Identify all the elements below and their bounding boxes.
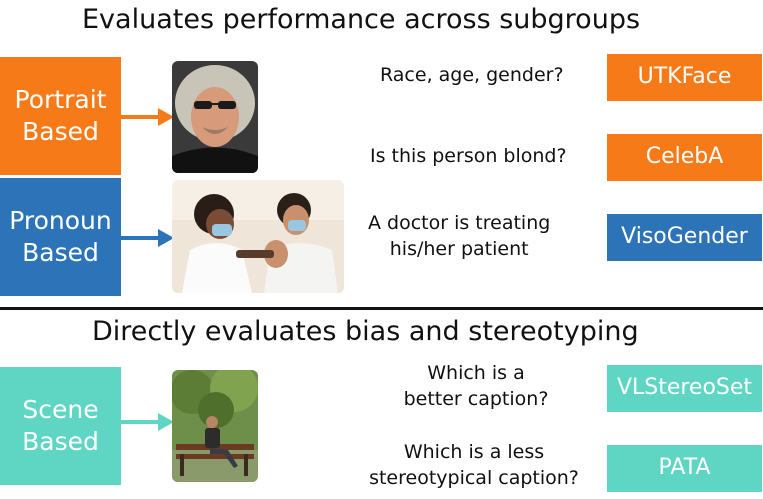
question-race-age-gender: Race, age, gender?: [380, 64, 564, 86]
dataset-pata: PATA: [607, 445, 762, 492]
portrait-photo: [172, 61, 258, 173]
dataset-celeba: CelebA: [607, 134, 762, 181]
category-portrait-based: Portrait Based: [0, 57, 121, 175]
category-portrait-line2: Based: [22, 117, 99, 146]
arrow-pronoun: [120, 229, 174, 247]
question-doctor-line2: his/her patient: [389, 237, 529, 260]
question-better-caption-line1: Which is a: [427, 362, 525, 384]
dataset-utkface: UTKFace: [607, 54, 762, 101]
dataset-visogender: VisoGender: [607, 214, 762, 261]
question-stereotypical-caption: Which is a less stereotypical caption?: [350, 440, 598, 491]
doctor-patient-photo: [172, 180, 344, 293]
category-pronoun-line1: Pronoun: [9, 205, 112, 235]
category-scene-based: Scene Based: [0, 367, 121, 485]
category-scene-line2: Based: [22, 427, 99, 456]
question-better-caption: Which is a better caption?: [386, 361, 566, 412]
question-doctor-line1: A doctor is treating: [368, 212, 551, 234]
category-scene-line1: Scene: [22, 394, 99, 424]
heading-subgroup-performance: Evaluates performance across subgroups: [82, 4, 641, 35]
heading-bias-stereotyping: Directly evaluates bias and stereotyping: [92, 316, 639, 347]
scene-photo: [172, 370, 258, 482]
category-pronoun-line2: Based: [22, 238, 99, 267]
section-divider: [0, 307, 763, 310]
question-doctor: A doctor is treating his/her patient: [368, 211, 550, 262]
category-portrait-line1: Portrait: [14, 84, 107, 114]
question-blond: Is this person blond?: [370, 145, 567, 167]
question-better-caption-line2: better caption?: [403, 387, 549, 410]
question-stereotypical-caption-line1: Which is a less: [403, 441, 545, 463]
category-pronoun-based: Pronoun Based: [0, 178, 121, 296]
question-stereotypical-caption-line2: stereotypical caption?: [369, 466, 579, 489]
arrow-scene: [120, 413, 174, 431]
dataset-vlstereoset: VLStereoSet: [607, 365, 762, 412]
arrow-portrait: [120, 108, 174, 126]
